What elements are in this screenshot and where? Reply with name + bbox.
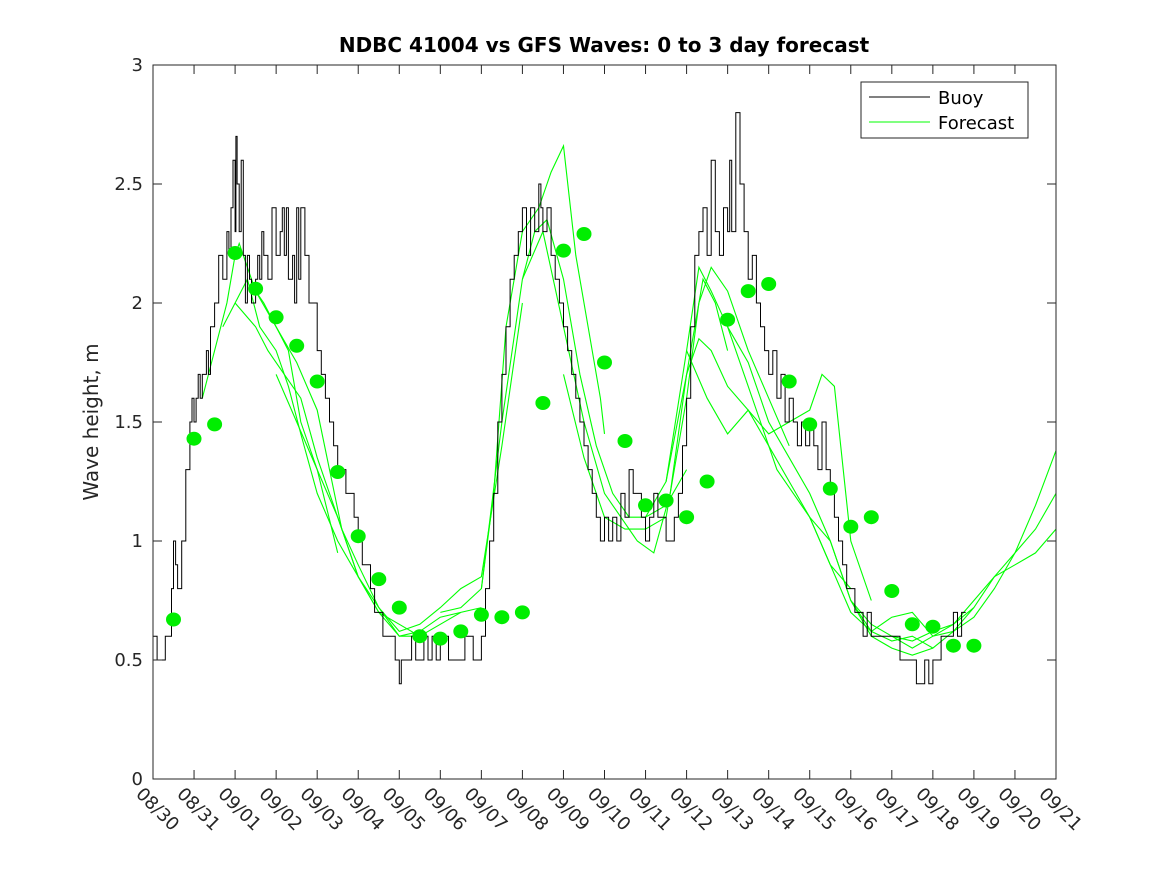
x-tick-label: 09/04 — [337, 784, 389, 836]
legend-forecast-label: Forecast — [938, 113, 1014, 134]
x-tick-label: 08/30 — [131, 784, 183, 836]
plot-background — [153, 65, 1056, 779]
forecast-marker — [371, 572, 387, 587]
y-tick-label: 1 — [132, 531, 143, 552]
x-tick-label: 09/14 — [747, 784, 799, 836]
forecast-marker — [166, 612, 181, 627]
x-tick-label: 09/16 — [829, 784, 881, 836]
x-tick-label: 09/13 — [706, 784, 758, 836]
x-tick-label: 09/18 — [911, 784, 963, 836]
x-tick-label: 09/05 — [378, 784, 430, 836]
x-tick-label: 09/15 — [788, 784, 840, 836]
forecast-marker — [638, 498, 653, 513]
forecast-marker — [268, 310, 284, 325]
y-axis-label: Wave height, m — [79, 343, 103, 500]
forecast-marker — [863, 510, 879, 525]
forecast-marker — [617, 434, 633, 448]
x-tick-label: 09/02 — [255, 784, 307, 836]
x-tick-label: 09/20 — [993, 784, 1045, 836]
forecast-marker — [227, 246, 243, 260]
x-tick-label: 09/08 — [501, 784, 553, 836]
forecast-marker — [248, 281, 264, 296]
forecast-marker — [289, 338, 305, 353]
forecast-marker — [412, 629, 428, 644]
legend: Buoy Forecast — [860, 81, 1029, 139]
y-tick-label: 2.5 — [114, 174, 143, 195]
forecast-marker — [494, 610, 510, 625]
x-tick-label: 09/06 — [419, 784, 471, 836]
legend-box — [860, 81, 1029, 139]
forecast-marker — [473, 607, 489, 622]
legend-buoy-label: Buoy — [938, 88, 984, 109]
forecast-marker — [740, 284, 756, 299]
forecast-marker — [966, 638, 982, 653]
chart-title: NDBC 41004 vs GFS Waves: 0 to 3 day fore… — [339, 33, 870, 57]
forecast-marker — [453, 624, 469, 639]
forecast-marker — [699, 474, 715, 489]
y-tick-label: 0 — [132, 769, 143, 790]
y-tick-label: 2 — [132, 293, 143, 314]
x-tick-label: 09/21 — [1034, 784, 1086, 836]
x-tick-label: 09/07 — [460, 784, 512, 836]
y-tick-label: 1.5 — [114, 412, 143, 433]
forecast-line-5 — [275, 302, 523, 633]
forecast-marker — [514, 605, 530, 620]
forecast-marker — [391, 600, 407, 615]
forecast-marker — [679, 510, 695, 525]
x-tick-label: 09/10 — [583, 784, 635, 836]
x-tick-label: 09/09 — [542, 784, 594, 836]
forecast-marker — [597, 355, 612, 370]
forecast-marker — [720, 312, 736, 327]
forecast-marker — [822, 481, 838, 496]
forecast-marker — [884, 584, 900, 598]
forecast-marker — [761, 277, 777, 291]
x-tick-label: 09/01 — [214, 784, 266, 836]
forecast-marker — [556, 243, 571, 258]
x-tick-label: 09/12 — [665, 784, 717, 836]
x-tick-label: 09/17 — [870, 784, 922, 836]
forecast-line-4 — [255, 290, 482, 637]
forecast-marker — [576, 227, 592, 241]
forecast-marker — [843, 519, 859, 534]
forecast-marker — [802, 417, 818, 432]
x-tick-label: 09/11 — [624, 784, 676, 836]
x-tick-label: 09/19 — [952, 784, 1004, 836]
forecast-marker — [658, 493, 674, 508]
forecast-marker — [186, 431, 202, 446]
forecast-marker — [350, 529, 366, 544]
series-layer — [153, 112, 1057, 685]
forecast-marker — [904, 617, 920, 632]
buoy-line — [153, 112, 966, 685]
forecast-line-11 — [665, 337, 872, 601]
x-tick-label: 08/31 — [173, 784, 225, 836]
forecast-marker — [330, 465, 346, 479]
forecast-marker — [309, 374, 325, 389]
forecast-line-16 — [891, 528, 1057, 649]
y-tick-label: 0.5 — [114, 650, 143, 671]
forecast-marker — [945, 638, 961, 653]
x-tick-label: 09/03 — [296, 784, 348, 836]
y-tick-label: 3 — [132, 55, 143, 76]
forecast-marker — [781, 374, 797, 389]
forecast-marker — [535, 396, 551, 410]
forecast-marker — [925, 619, 941, 634]
forecast-marker — [207, 417, 223, 432]
forecast-marker — [432, 631, 448, 646]
